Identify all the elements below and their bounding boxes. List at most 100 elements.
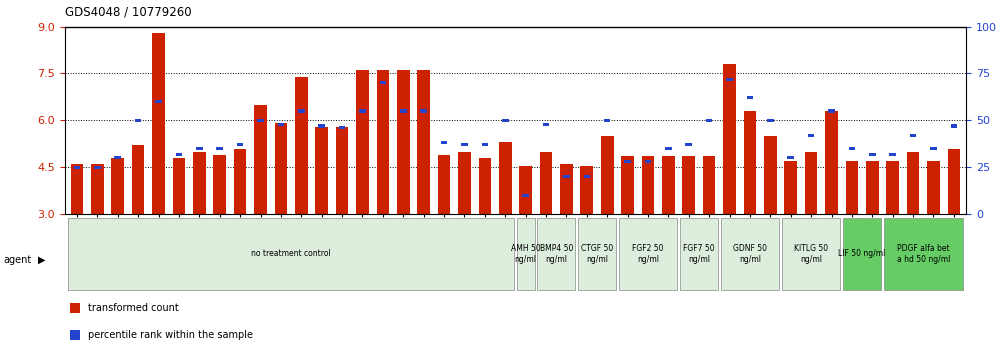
Bar	[175, 153, 182, 156]
Bar	[706, 119, 712, 122]
Bar	[316, 127, 328, 214]
Bar	[662, 156, 674, 214]
Text: KITLG 50
ng/ml: KITLG 50 ng/ml	[794, 244, 829, 264]
Text: CTGF 50
ng/ml: CTGF 50 ng/ml	[581, 244, 614, 264]
Bar	[71, 164, 84, 214]
Bar	[336, 127, 349, 214]
Text: PDGF alfa bet
a hd 50 ng/ml: PDGF alfa bet a hd 50 ng/ml	[896, 244, 950, 264]
Bar	[339, 126, 346, 130]
Bar	[560, 164, 573, 214]
Bar	[744, 111, 756, 214]
Bar	[584, 175, 590, 178]
Bar	[641, 156, 654, 214]
Bar	[624, 160, 630, 163]
Bar	[764, 136, 777, 214]
Bar	[906, 152, 919, 214]
Bar	[420, 109, 427, 113]
Bar	[319, 124, 325, 127]
Bar	[889, 153, 896, 156]
Bar	[785, 161, 797, 214]
Bar	[376, 70, 389, 214]
Bar	[254, 105, 267, 214]
Bar	[275, 124, 287, 214]
Bar	[644, 160, 651, 163]
Text: transformed count: transformed count	[88, 303, 178, 313]
Bar	[947, 149, 960, 214]
Bar	[930, 147, 937, 150]
Bar	[909, 134, 916, 137]
Bar	[400, 109, 406, 113]
Bar	[703, 156, 715, 214]
Bar	[519, 166, 532, 214]
Bar	[846, 161, 859, 214]
Bar	[927, 161, 940, 214]
Bar	[726, 78, 733, 81]
Bar	[540, 152, 553, 214]
Bar	[94, 166, 101, 169]
Bar	[478, 158, 491, 214]
Bar	[604, 119, 611, 122]
Bar	[767, 119, 774, 122]
FancyBboxPatch shape	[619, 218, 677, 290]
FancyBboxPatch shape	[720, 218, 779, 290]
FancyBboxPatch shape	[537, 218, 576, 290]
Text: GDS4048 / 10779260: GDS4048 / 10779260	[65, 5, 191, 18]
Text: FGF2 50
ng/ml: FGF2 50 ng/ml	[632, 244, 663, 264]
Bar	[115, 156, 122, 159]
Text: FGF7 50
ng/ml: FGF7 50 ng/ml	[683, 244, 715, 264]
Bar	[665, 147, 671, 150]
FancyBboxPatch shape	[883, 218, 963, 290]
Bar	[805, 152, 818, 214]
Bar	[829, 109, 835, 113]
Bar	[499, 142, 512, 214]
Text: agent: agent	[3, 255, 31, 265]
Bar	[522, 194, 529, 197]
Bar	[131, 145, 144, 214]
Bar	[458, 152, 471, 214]
Bar	[826, 111, 838, 214]
Bar	[357, 70, 369, 214]
Bar	[134, 119, 141, 122]
Bar	[622, 156, 633, 214]
Bar	[360, 109, 366, 113]
Bar	[808, 134, 815, 137]
Bar	[723, 64, 736, 214]
Bar	[112, 158, 124, 214]
FancyBboxPatch shape	[680, 218, 718, 290]
Bar	[295, 76, 308, 214]
Text: percentile rank within the sample: percentile rank within the sample	[88, 330, 253, 340]
Bar	[543, 122, 550, 126]
Bar	[196, 147, 202, 150]
Bar	[278, 122, 284, 126]
FancyBboxPatch shape	[578, 218, 617, 290]
Bar	[461, 143, 468, 146]
Bar	[213, 155, 226, 214]
Bar	[216, 147, 223, 150]
Bar	[950, 124, 957, 127]
Bar	[234, 149, 246, 214]
Text: no treatment control: no treatment control	[251, 250, 331, 258]
Bar	[155, 100, 161, 103]
Bar	[172, 158, 185, 214]
Bar	[581, 166, 594, 214]
Bar	[481, 143, 488, 146]
Bar	[563, 175, 570, 178]
Bar	[866, 161, 878, 214]
Bar	[91, 164, 104, 214]
Bar	[870, 153, 875, 156]
FancyBboxPatch shape	[843, 218, 881, 290]
Bar	[502, 119, 509, 122]
Bar	[747, 96, 753, 99]
Bar	[788, 156, 794, 159]
FancyBboxPatch shape	[517, 218, 535, 290]
Bar	[298, 109, 305, 113]
Bar	[601, 136, 614, 214]
Text: BMP4 50
ng/ml: BMP4 50 ng/ml	[540, 244, 573, 264]
FancyBboxPatch shape	[68, 218, 514, 290]
Bar	[682, 156, 695, 214]
Bar	[849, 147, 856, 150]
Bar	[397, 70, 409, 214]
Text: GDNF 50
ng/ml: GDNF 50 ng/ml	[733, 244, 767, 264]
Text: LIF 50 ng/ml: LIF 50 ng/ml	[839, 250, 885, 258]
Bar	[257, 119, 264, 122]
